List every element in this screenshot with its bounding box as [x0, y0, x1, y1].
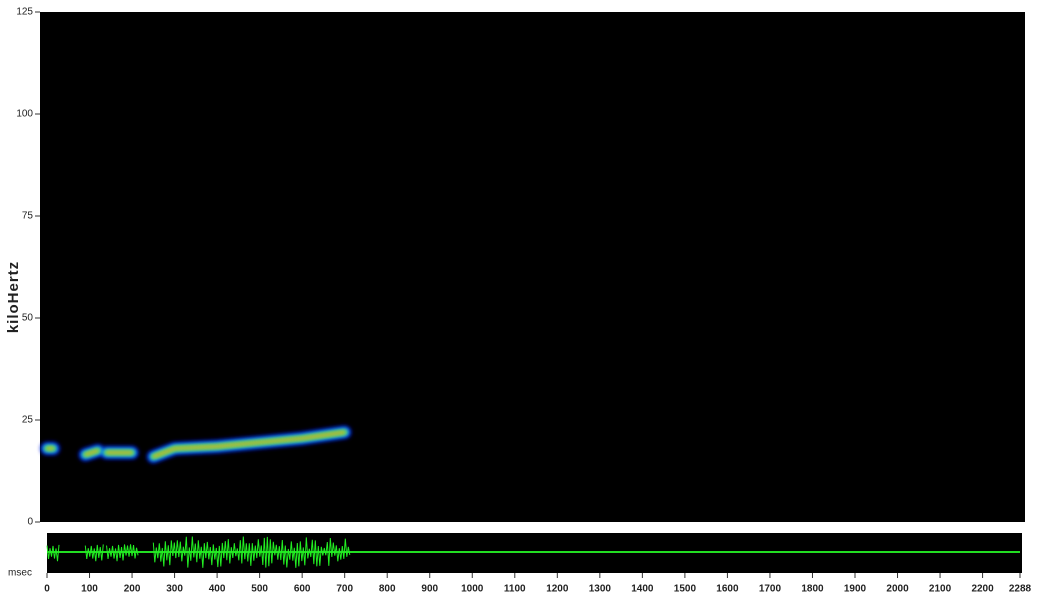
call-trace [46, 431, 346, 458]
waveform-burst [46, 544, 60, 562]
x-tick-label: 100 [81, 584, 98, 595]
y-axis-label: kiloHertz [5, 261, 22, 333]
x-tick-label: 800 [379, 584, 396, 595]
y-tick-label: 25 [22, 415, 34, 426]
x-tick-label: 1600 [716, 584, 739, 595]
y-tick-label: 0 [27, 517, 33, 528]
x-tick-label: 700 [336, 584, 353, 595]
x-tick-label: 2288 [1009, 584, 1032, 595]
x-tick-label: 1800 [801, 584, 824, 595]
x-tick-label: 1500 [674, 584, 697, 595]
x-tick-label: 2200 [971, 584, 994, 595]
x-tick-label: 1700 [759, 584, 782, 595]
waveform-burst [106, 544, 139, 562]
x-tick-label: 1000 [461, 584, 484, 595]
x-axis-label: msec [8, 568, 32, 579]
x-tick-label: 1200 [546, 584, 569, 595]
x-tick-label: 1900 [844, 584, 867, 595]
y-tick-label: 100 [16, 109, 33, 120]
y-tick-label: 50 [22, 313, 34, 324]
y-tick-label: 75 [22, 211, 34, 222]
waveform-burst [152, 536, 351, 568]
x-tick-label: 200 [124, 584, 141, 595]
x-tick-label: 1400 [631, 584, 654, 595]
waveform-burst [84, 544, 104, 562]
x-tick-label: 1300 [589, 584, 612, 595]
x-tick-label: 2100 [929, 584, 952, 595]
x-tick-label: 900 [421, 584, 438, 595]
x-tick-label: 0 [44, 584, 50, 595]
x-tick-label: 500 [251, 584, 268, 595]
x-tick-label: 400 [209, 584, 226, 595]
x-tick-label: 1100 [504, 584, 526, 595]
x-tick-label: 2000 [886, 584, 909, 595]
x-tick-label: 600 [294, 584, 311, 595]
y-tick-label: 125 [16, 7, 33, 18]
spectrogram-panel [40, 12, 1025, 522]
x-tick-label: 300 [166, 584, 183, 595]
